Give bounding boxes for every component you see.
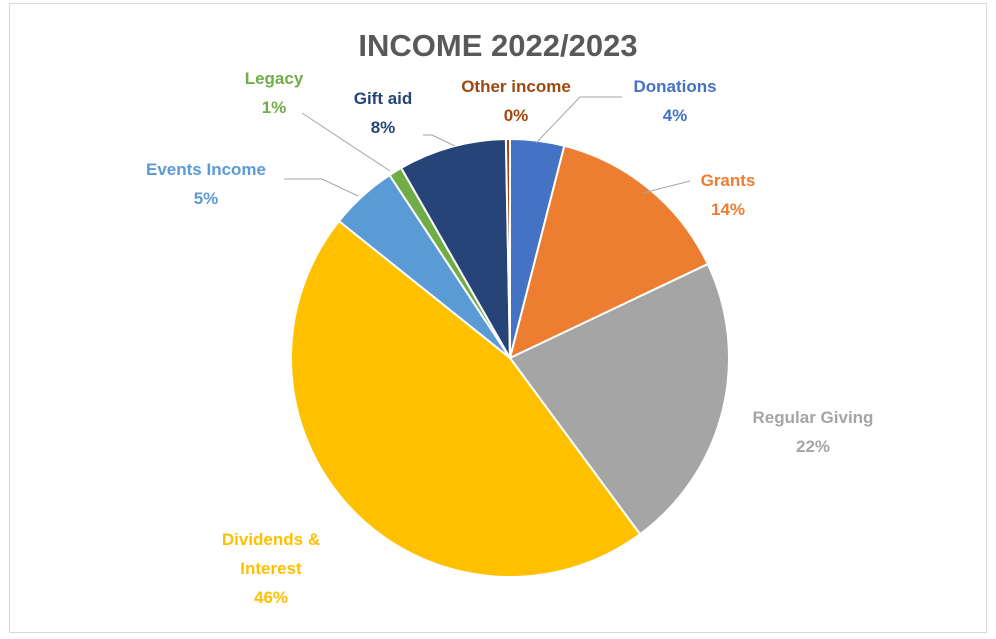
- data-label-donations: Donations 4%: [633, 77, 716, 125]
- data-label-grants: Grants 14%: [701, 171, 756, 219]
- data-label-dividends: Dividends & Interest 46%: [222, 530, 320, 607]
- pie-slice-gift-aid: [399, 138, 511, 359]
- leader-line: [642, 180, 691, 194]
- leader-line: [284, 178, 359, 197]
- pie-slice-regular-giving: [508, 262, 730, 536]
- pie-slice-grants: [508, 144, 710, 360]
- leader-line: [301, 112, 391, 172]
- pie-slice-other-income: [504, 137, 511, 359]
- pie-slice-dividends: [290, 219, 642, 578]
- data-label-gift-aid: Gift aid 8%: [354, 89, 413, 137]
- leader-line: [423, 134, 456, 147]
- leader-line: [535, 96, 622, 144]
- data-label-events-income: Events Income 5%: [146, 160, 266, 208]
- chart-title: INCOME 2022/2023: [358, 28, 638, 63]
- data-label-regular-giving: Regular Giving 22%: [753, 408, 874, 456]
- data-label-legacy: Legacy 1%: [245, 69, 304, 117]
- data-label-other-income: Other income 0%: [461, 77, 571, 125]
